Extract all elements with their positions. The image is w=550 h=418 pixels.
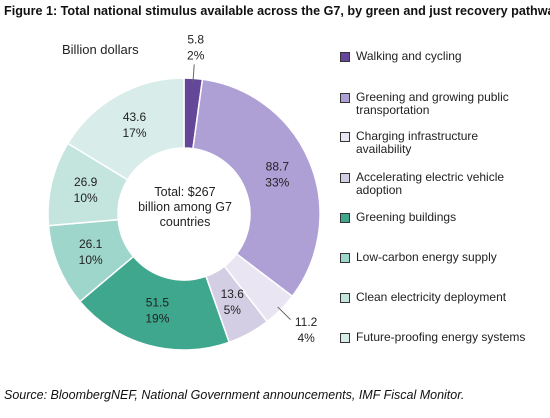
legend-item: Walking and cycling (340, 50, 530, 63)
value-label: 26.9 (74, 175, 98, 189)
share-label: 19% (145, 312, 169, 326)
source: Source: BloombergNEF, National Governmen… (4, 388, 465, 402)
chart-title: Figure 1: Total national stimulus availa… (4, 4, 550, 18)
leader-line (277, 306, 291, 320)
legend-label: Greening and growing public transportati… (356, 90, 509, 117)
legend-swatch (340, 52, 350, 62)
legend-label: Greening buildings (356, 210, 457, 224)
legend-item: Low-carbon energy supply (340, 251, 530, 264)
value-label: 5.8 (187, 33, 204, 47)
legend-swatch (340, 173, 350, 183)
share-label: 33% (265, 176, 289, 190)
value-label: 13.6 (221, 287, 245, 301)
legend-item: Clean electricity deployment (340, 291, 530, 304)
legend-item: Charging infrastructure availability (340, 130, 530, 156)
slice (66, 77, 185, 181)
legend-swatch (340, 213, 350, 223)
slice (78, 255, 231, 351)
legend-label: Clean electricity deployment (356, 290, 507, 304)
value-label: 43.6 (123, 110, 147, 124)
share-label: 10% (74, 191, 98, 205)
legend-swatch (340, 293, 350, 303)
value-label: 11.2 (295, 315, 318, 329)
legend-swatch (340, 253, 350, 263)
legend-label: Charging infrastructure availability (356, 129, 479, 156)
legend-label: Future-proofing energy systems (356, 330, 526, 344)
legend-swatch (340, 333, 350, 343)
legend-label: Walking and cycling (356, 49, 462, 63)
legend-label: Low-carbon energy supply (356, 250, 497, 264)
value-label: 26.1 (79, 237, 103, 251)
leader-line (192, 64, 195, 83)
legend-item: Greening buildings (340, 211, 530, 224)
legend-item: Accelerating electric vehicle adoption (340, 171, 530, 197)
legend-item: Future-proofing energy systems (340, 331, 530, 344)
share-label: 10% (79, 253, 103, 267)
value-label: 88.7 (266, 160, 290, 174)
share-label: 17% (122, 126, 146, 140)
legend-label: Accelerating electric vehicle adoption (356, 170, 505, 197)
subtitle: Billion dollars (62, 42, 139, 57)
slice (192, 78, 321, 298)
share-label: 4% (297, 331, 315, 345)
legend-item: Greening and growing public transportati… (340, 91, 530, 117)
center-text: Total: $267 billion among G7 countries (138, 185, 232, 229)
legend-swatch (340, 93, 350, 103)
share-label: 2% (187, 49, 205, 63)
value-label: 51.5 (146, 296, 170, 310)
legend-swatch (340, 132, 350, 142)
share-label: 5% (224, 303, 242, 317)
